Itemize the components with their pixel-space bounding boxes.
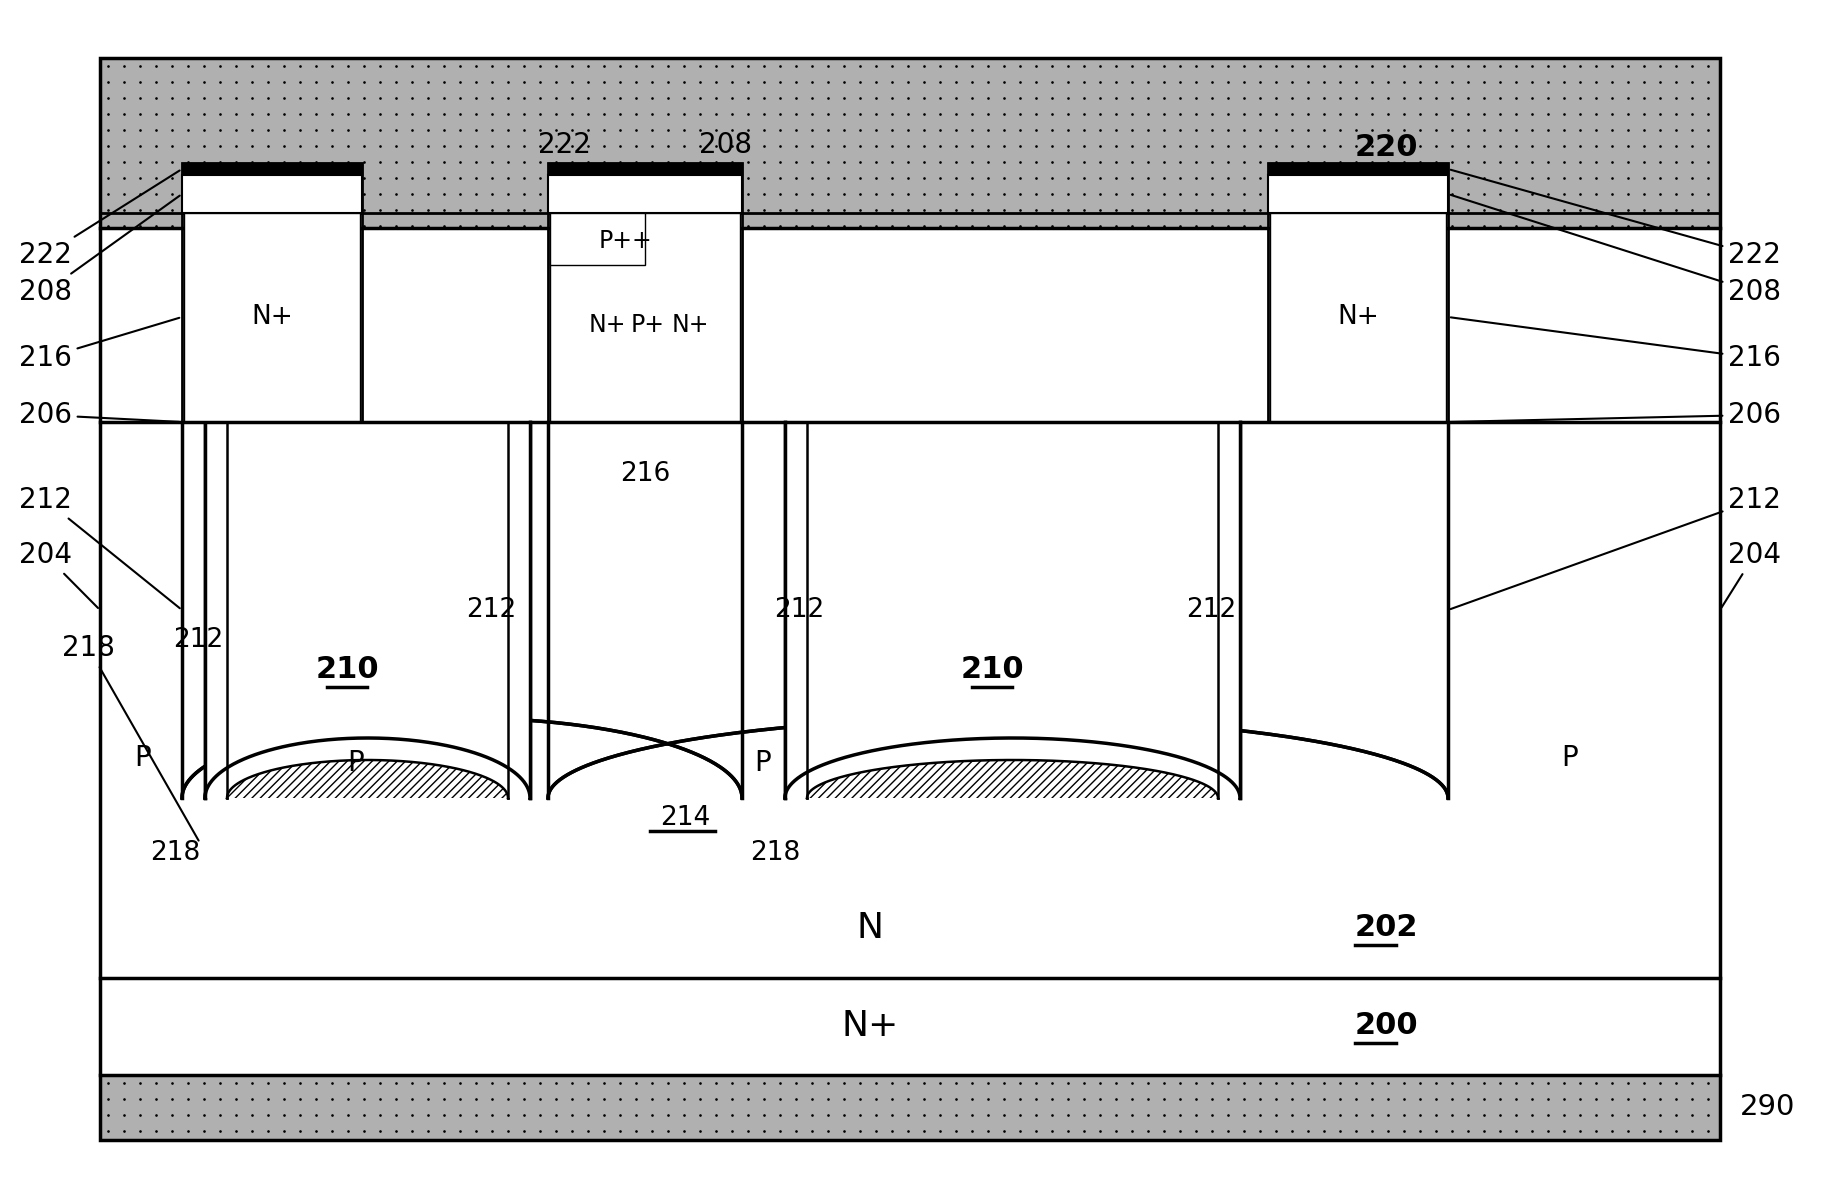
Text: 222: 222 — [539, 131, 592, 160]
Polygon shape — [548, 718, 1448, 798]
Polygon shape — [183, 718, 741, 798]
Text: 202: 202 — [1355, 913, 1419, 942]
Polygon shape — [226, 760, 508, 798]
Bar — [226, 422, 508, 798]
Bar — [807, 422, 1218, 798]
Text: 212: 212 — [466, 597, 517, 623]
Bar — [548, 163, 741, 422]
Text: 208: 208 — [18, 195, 179, 306]
Bar — [550, 213, 645, 266]
Text: 216: 216 — [1450, 317, 1780, 372]
Text: N+: N+ — [842, 1009, 898, 1043]
Bar — [100, 978, 1720, 1075]
Bar — [1218, 422, 1240, 798]
Text: 222: 222 — [1450, 170, 1780, 269]
Text: 208: 208 — [1450, 195, 1780, 306]
Bar — [100, 58, 1720, 1140]
Polygon shape — [807, 760, 1218, 798]
Polygon shape — [785, 738, 1240, 798]
Text: 206: 206 — [1452, 401, 1780, 429]
Text: 212: 212 — [1185, 597, 1236, 623]
Bar — [205, 422, 226, 798]
Polygon shape — [205, 738, 530, 798]
Text: 212: 212 — [774, 597, 824, 623]
Polygon shape — [807, 760, 1218, 798]
Bar — [1267, 163, 1448, 175]
Bar — [205, 422, 226, 798]
Polygon shape — [785, 738, 1240, 798]
Bar — [785, 422, 807, 798]
Bar — [1271, 213, 1446, 422]
Text: 200: 200 — [1355, 1011, 1419, 1041]
Text: 210: 210 — [960, 655, 1024, 685]
Text: 216: 216 — [619, 461, 670, 487]
Text: 206: 206 — [18, 401, 179, 429]
Text: P: P — [135, 744, 152, 772]
Bar — [1267, 163, 1448, 422]
Polygon shape — [205, 738, 530, 798]
Polygon shape — [226, 760, 508, 798]
Bar — [550, 213, 740, 422]
Text: 212: 212 — [18, 486, 179, 609]
Bar — [785, 422, 807, 798]
Text: 212: 212 — [173, 626, 223, 653]
Text: P+: P+ — [632, 313, 665, 337]
Text: P++: P++ — [599, 229, 652, 252]
Text: N+: N+ — [588, 313, 626, 337]
Text: 218: 218 — [750, 840, 800, 866]
Text: 218: 218 — [62, 634, 199, 841]
Polygon shape — [226, 760, 508, 798]
Text: N+: N+ — [1337, 304, 1379, 330]
Bar — [100, 58, 1720, 227]
Bar — [548, 163, 741, 175]
Text: N+: N+ — [672, 313, 708, 337]
Bar — [100, 1075, 1720, 1140]
Text: 214: 214 — [659, 805, 710, 831]
Text: N: N — [856, 911, 884, 944]
Bar — [183, 163, 362, 422]
Text: 222: 222 — [18, 170, 179, 269]
Polygon shape — [807, 760, 1218, 798]
Text: N+: N+ — [252, 304, 292, 330]
Bar — [1267, 175, 1448, 213]
Bar — [100, 227, 1720, 978]
Text: P: P — [347, 749, 365, 777]
Bar — [100, 58, 1720, 1140]
Text: 290: 290 — [1740, 1093, 1795, 1121]
Bar — [508, 422, 530, 798]
Text: 220: 220 — [1355, 133, 1419, 162]
Text: 208: 208 — [699, 131, 752, 160]
Bar — [508, 422, 530, 798]
Bar — [183, 175, 362, 213]
Bar — [548, 175, 741, 213]
Text: P: P — [1561, 744, 1578, 772]
Text: 210: 210 — [316, 655, 378, 685]
Text: 218: 218 — [150, 840, 201, 866]
Text: P: P — [754, 749, 771, 777]
Polygon shape — [226, 760, 508, 798]
Text: 204: 204 — [18, 541, 99, 609]
Text: 212: 212 — [1450, 486, 1780, 609]
Polygon shape — [807, 760, 1218, 798]
Bar — [1218, 422, 1240, 798]
Bar — [183, 163, 362, 175]
Bar — [184, 213, 360, 422]
Bar — [226, 422, 508, 798]
Text: 204: 204 — [1722, 541, 1780, 607]
Bar — [807, 422, 1218, 798]
Text: 216: 216 — [18, 318, 179, 372]
